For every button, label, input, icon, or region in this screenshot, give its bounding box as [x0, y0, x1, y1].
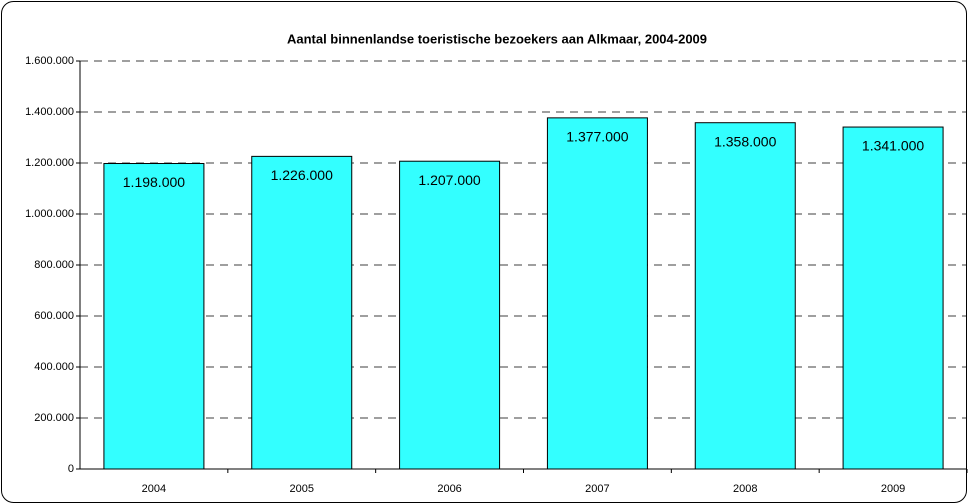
- x-tick-label: 2005: [290, 483, 314, 495]
- y-tick-label: 800.000: [34, 259, 74, 271]
- y-tick-label: 1.200.000: [25, 157, 74, 169]
- bar: [842, 126, 944, 470]
- x-tick-label: 2007: [585, 483, 609, 495]
- x-tick-label: 2004: [142, 483, 166, 495]
- y-tick-label: 1.000.000: [25, 208, 74, 220]
- y-tick-label: 400.000: [34, 361, 74, 373]
- bar: [399, 160, 501, 470]
- bar: [103, 163, 205, 470]
- data-label: 1.358.000: [714, 133, 776, 149]
- y-tick-label: 600.000: [34, 310, 74, 322]
- bar: [694, 122, 796, 470]
- chart-title: Aantal binnenlandse toeristische bezoeke…: [287, 31, 707, 46]
- data-label: 1.377.000: [566, 129, 628, 145]
- x-tick-label: 2008: [733, 483, 757, 495]
- y-tick-label: 200.000: [34, 412, 74, 424]
- data-label: 1.341.000: [862, 138, 924, 154]
- x-tick-label: 2009: [881, 483, 905, 495]
- data-label: 1.226.000: [271, 167, 333, 183]
- y-tick-label: 1.400.000: [25, 106, 74, 118]
- data-label: 1.207.000: [418, 172, 480, 188]
- y-tick-label: 0: [68, 463, 74, 475]
- y-tick-label: 1.600.000: [25, 55, 74, 67]
- x-tick-label: 2006: [437, 483, 461, 495]
- bar: [251, 155, 353, 470]
- data-label: 1.198.000: [123, 174, 185, 190]
- bar: [546, 117, 648, 470]
